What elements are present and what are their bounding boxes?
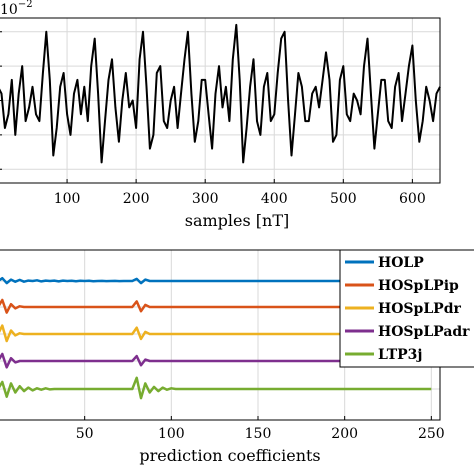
legend-label-2: HOSpLPdr bbox=[378, 301, 461, 317]
legend-label-3: HOSpLPadr bbox=[378, 324, 470, 340]
top-chart: 100 200 300 400 500 600 10−2 samples [nT] bbox=[0, 0, 441, 230]
top-x-tick-600: 600 bbox=[399, 191, 426, 207]
bottom-series-line-1 bbox=[0, 298, 432, 314]
bottom-series-line-3 bbox=[0, 352, 432, 369]
legend-label-4: LTP3j bbox=[378, 347, 422, 363]
top-scale-exponent: −2 bbox=[18, 0, 33, 10]
legend-items: HOLP HOSpLPip HOSpLPdr HOSpLPadr LTP3j bbox=[345, 255, 470, 363]
legend-label-1: HOSpLPip bbox=[378, 278, 459, 294]
bottom-tick-labels: 50 100 150 200 250 bbox=[76, 416, 445, 442]
legend-label-0: HOLP bbox=[378, 255, 424, 271]
top-x-tick-500: 500 bbox=[330, 191, 357, 207]
legend: HOLP HOSpLPip HOSpLPdr HOSpLPadr LTP3j bbox=[339, 249, 474, 368]
top-series bbox=[0, 23, 441, 164]
top-scale-base: 10 bbox=[0, 2, 18, 18]
top-x-tick-200: 200 bbox=[123, 191, 150, 207]
bottom-x-tick-150: 150 bbox=[245, 426, 272, 442]
top-plot-frame bbox=[0, 17, 441, 184]
bottom-x-axis-label: prediction coefficients bbox=[139, 446, 320, 465]
bottom-x-tick-50: 50 bbox=[76, 426, 94, 442]
bottom-series bbox=[0, 276, 432, 400]
bottom-x-tick-250: 250 bbox=[418, 426, 445, 442]
bottom-series-line-0 bbox=[0, 276, 432, 285]
top-x-axis-label: samples [nT] bbox=[185, 211, 290, 230]
top-x-tick-400: 400 bbox=[261, 191, 288, 207]
top-scale-label: 10−2 bbox=[0, 0, 33, 18]
top-tick-labels: 100 200 300 400 500 600 bbox=[0, 31, 426, 207]
top-x-tick-100: 100 bbox=[54, 191, 81, 207]
bottom-x-tick-100: 100 bbox=[158, 426, 185, 442]
bottom-series-line-4 bbox=[0, 376, 432, 400]
top-series-line-0 bbox=[0, 23, 441, 164]
bottom-series-line-2 bbox=[0, 324, 432, 343]
bottom-chart: 50 100 150 200 250 prediction coefficients H… bbox=[0, 249, 474, 465]
top-x-tick-300: 300 bbox=[192, 191, 219, 207]
bottom-x-tick-200: 200 bbox=[331, 426, 358, 442]
